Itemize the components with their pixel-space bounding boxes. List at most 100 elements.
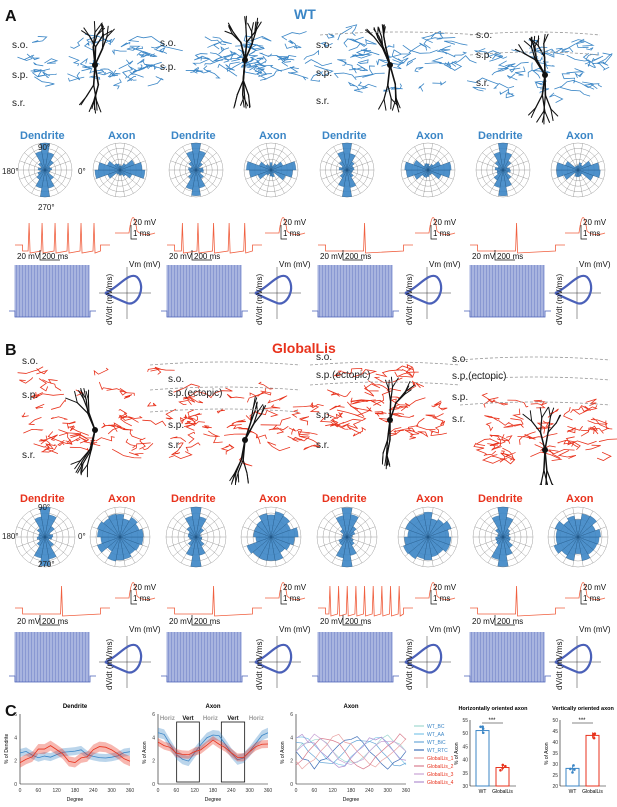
axon-segment: [489, 434, 511, 444]
rose-petal: [44, 534, 54, 538]
rose-plot: [550, 142, 606, 198]
axon-segment: [352, 369, 378, 378]
neurite-segment: [541, 74, 546, 96]
rose-petal: [497, 536, 509, 567]
bar: [475, 730, 490, 787]
rose-petal: [39, 506, 51, 538]
scalebar-time-label: 1 ms: [583, 594, 601, 603]
neurite-segment: [93, 20, 96, 33]
axon-segment: [388, 405, 409, 411]
chart-title: Dendrite: [63, 704, 88, 710]
neurite-segment: [541, 406, 549, 419]
neurite-segment: [94, 22, 103, 33]
scalebar-voltage-label: 20 mV: [283, 218, 307, 227]
axon-segment: [245, 43, 264, 50]
rose-petal: [119, 528, 144, 538]
rose-petal: [554, 521, 579, 538]
neurite-segment: [65, 397, 78, 404]
neurite-segment: [386, 453, 391, 466]
phase-loop: [254, 643, 293, 674]
dendrite-label: Dendrite: [478, 493, 523, 505]
rose-petal: [119, 162, 143, 171]
neurite-segment: [550, 108, 554, 121]
x-tick-label: 180: [71, 788, 80, 794]
rose-petal: [577, 169, 594, 181]
axon-segment: [581, 405, 598, 413]
scalebar: [494, 250, 515, 261]
axon-segment: [119, 387, 127, 396]
axon-segment: [439, 49, 451, 55]
scalebar-voltage-label: 20 mV: [133, 218, 157, 227]
axon-segment: [113, 78, 122, 90]
rose-petal: [195, 167, 204, 171]
dendrite-label: Dendrite: [478, 130, 523, 142]
layer-label: s.r.: [22, 450, 36, 461]
axon-segment: [93, 367, 109, 376]
axon-segment: [217, 63, 238, 77]
rose-petal: [97, 521, 121, 538]
axon-segment: [507, 399, 529, 408]
rose-plot: [168, 142, 224, 198]
rose-petal: [502, 528, 511, 538]
axon-segment: [309, 403, 324, 409]
dendrite-label: Dendrite: [20, 493, 65, 505]
neurite-segment: [545, 469, 548, 485]
phase-loop: [104, 643, 143, 674]
rose-petal: [259, 161, 272, 171]
axon-segment: [351, 399, 372, 405]
axon-segment: [146, 401, 157, 407]
scalebar-time-label: 200 ms: [497, 252, 524, 261]
orientation-label: Horiz: [160, 716, 175, 722]
rose-petal: [338, 536, 348, 543]
rose-plot: [14, 506, 76, 568]
y-tick-label: 0: [152, 782, 155, 788]
layer-boundary: [459, 376, 611, 381]
x-tick-label: 240: [89, 788, 98, 794]
scalebar: [580, 225, 587, 240]
axon-segment: [204, 57, 227, 66]
rose-petal: [496, 169, 504, 175]
axon-segment: [325, 423, 350, 428]
layer-boundary: [469, 51, 601, 56]
rose-petal: [346, 514, 359, 538]
scalebar: [130, 225, 137, 240]
axon-segment: [475, 438, 491, 446]
wt-morphology: [17, 15, 613, 125]
layer-label: s.p.: [168, 420, 185, 431]
rose-petal: [119, 169, 133, 179]
axon-segment: [150, 35, 165, 49]
axon-segment: [502, 447, 514, 461]
neurite-segment: [395, 393, 406, 404]
scalebar: [494, 615, 515, 626]
neurite-segment: [93, 97, 96, 111]
neurite-segment: [529, 38, 539, 47]
neurite-segment: [93, 84, 97, 101]
degree-line-chart: Axon % of Axon Degree 0 60 120 180 240 300 360 0 2 4…: [280, 704, 410, 803]
axon-segment: [194, 56, 210, 61]
axon-segment: [438, 401, 448, 411]
axon-segment: [406, 430, 416, 440]
trace-baseline: [161, 310, 248, 318]
neurite-segment: [224, 30, 233, 35]
layer-label: s.p.: [316, 410, 333, 421]
rose-petal: [341, 536, 348, 539]
layer-label: s.r.: [12, 98, 26, 109]
axon-segment: [187, 431, 195, 444]
axon-segment: [345, 24, 358, 36]
scalebar-time-label: 200 ms: [345, 617, 372, 626]
axon-segment: [557, 450, 577, 459]
rose-petal: [270, 169, 275, 178]
axon-segment: [187, 409, 196, 420]
neurite-segment: [106, 28, 115, 38]
axon-segment: [340, 59, 356, 70]
data-point: [573, 768, 576, 771]
axon-segment: [150, 366, 162, 375]
axon-label: Axon: [259, 130, 287, 142]
axon-segment: [111, 448, 142, 459]
layer-label: s.p.: [476, 50, 493, 61]
layer-label: s.r.: [168, 440, 182, 451]
phase-plot: [549, 267, 601, 319]
axon-segment: [165, 408, 177, 420]
axon-segment: [44, 58, 59, 64]
